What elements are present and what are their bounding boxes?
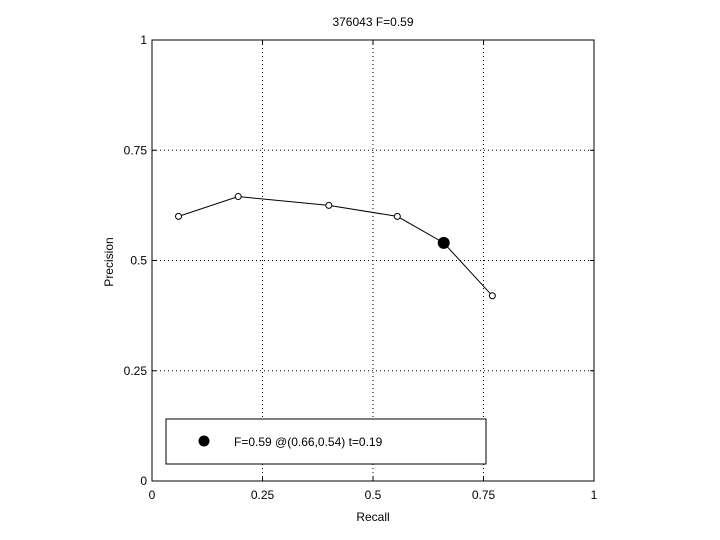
y-axis-label: Precision [102,237,116,286]
legend-label: F=0.59 @(0.66,0.54) t=0.19 [234,435,383,449]
x-tick-label: 1 [591,488,598,502]
series-line [178,196,493,297]
axis-ticks: 0 0.25 0.5 0.75 1 0 0.25 0.5 0.75 1 [124,33,598,502]
legend: F=0.59 @(0.66,0.54) t=0.19 [165,418,487,465]
y-tick-label: 0.5 [130,254,147,268]
chart-title: 376043 F=0.59 [332,15,413,29]
x-axis-label: Recall [356,510,389,524]
data-point [488,292,496,300]
grid-lines [152,40,594,481]
x-tick-label: 0.75 [472,488,496,502]
y-tick-label: 0 [140,474,147,488]
series-group [175,193,496,300]
data-point [234,193,242,201]
y-tick-label: 0.75 [124,143,148,157]
x-tick-label: 0.5 [365,488,382,502]
data-point [393,212,401,220]
x-tick-label: 0 [149,488,156,502]
legend-best-marker [198,435,210,447]
best-f-point [437,236,450,249]
y-tick-label: 1 [140,33,147,47]
x-tick-label: 0.25 [251,488,275,502]
y-tick-label: 0.25 [124,364,148,378]
data-point [325,201,333,209]
legend-box [165,418,487,465]
data-point [175,212,183,220]
